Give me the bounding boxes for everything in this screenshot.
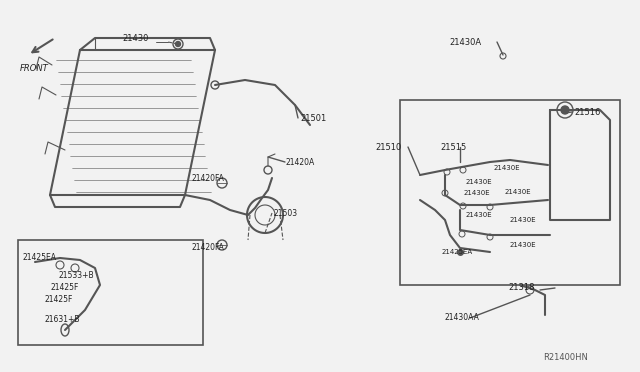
Text: 21533+B: 21533+B <box>58 272 93 280</box>
Text: 21425F: 21425F <box>50 283 78 292</box>
Text: 21503: 21503 <box>274 208 298 218</box>
Text: 21430E: 21430E <box>494 165 520 171</box>
Text: 21430A: 21430A <box>449 38 481 46</box>
Text: 21430E: 21430E <box>510 242 536 248</box>
Text: 21425EA: 21425EA <box>22 253 56 263</box>
Text: 21420FA: 21420FA <box>192 244 225 253</box>
Text: 21420A: 21420A <box>286 157 316 167</box>
Bar <box>400 100 620 285</box>
Text: 21425EA: 21425EA <box>442 249 473 255</box>
Text: 21430E: 21430E <box>510 217 536 223</box>
Text: 21430E: 21430E <box>464 190 491 196</box>
Text: 21631+B: 21631+B <box>44 315 79 324</box>
Text: 21430: 21430 <box>122 33 148 42</box>
Text: 21510: 21510 <box>375 142 401 151</box>
Text: 21501: 21501 <box>300 113 326 122</box>
Circle shape <box>561 106 569 114</box>
Text: 21430E: 21430E <box>466 212 493 218</box>
Text: 21430AA: 21430AA <box>445 314 480 323</box>
Text: 21515: 21515 <box>440 142 467 151</box>
Circle shape <box>175 42 180 46</box>
Text: R21400HN: R21400HN <box>543 353 588 362</box>
Text: 21430E: 21430E <box>505 189 532 195</box>
Text: 21420FA: 21420FA <box>192 173 225 183</box>
Text: 21318: 21318 <box>508 282 534 292</box>
Text: 21425F: 21425F <box>44 295 72 305</box>
Text: 21516: 21516 <box>574 108 600 116</box>
Text: FRONT: FRONT <box>20 64 49 73</box>
Text: 21430E: 21430E <box>466 179 493 185</box>
Bar <box>18 240 203 345</box>
